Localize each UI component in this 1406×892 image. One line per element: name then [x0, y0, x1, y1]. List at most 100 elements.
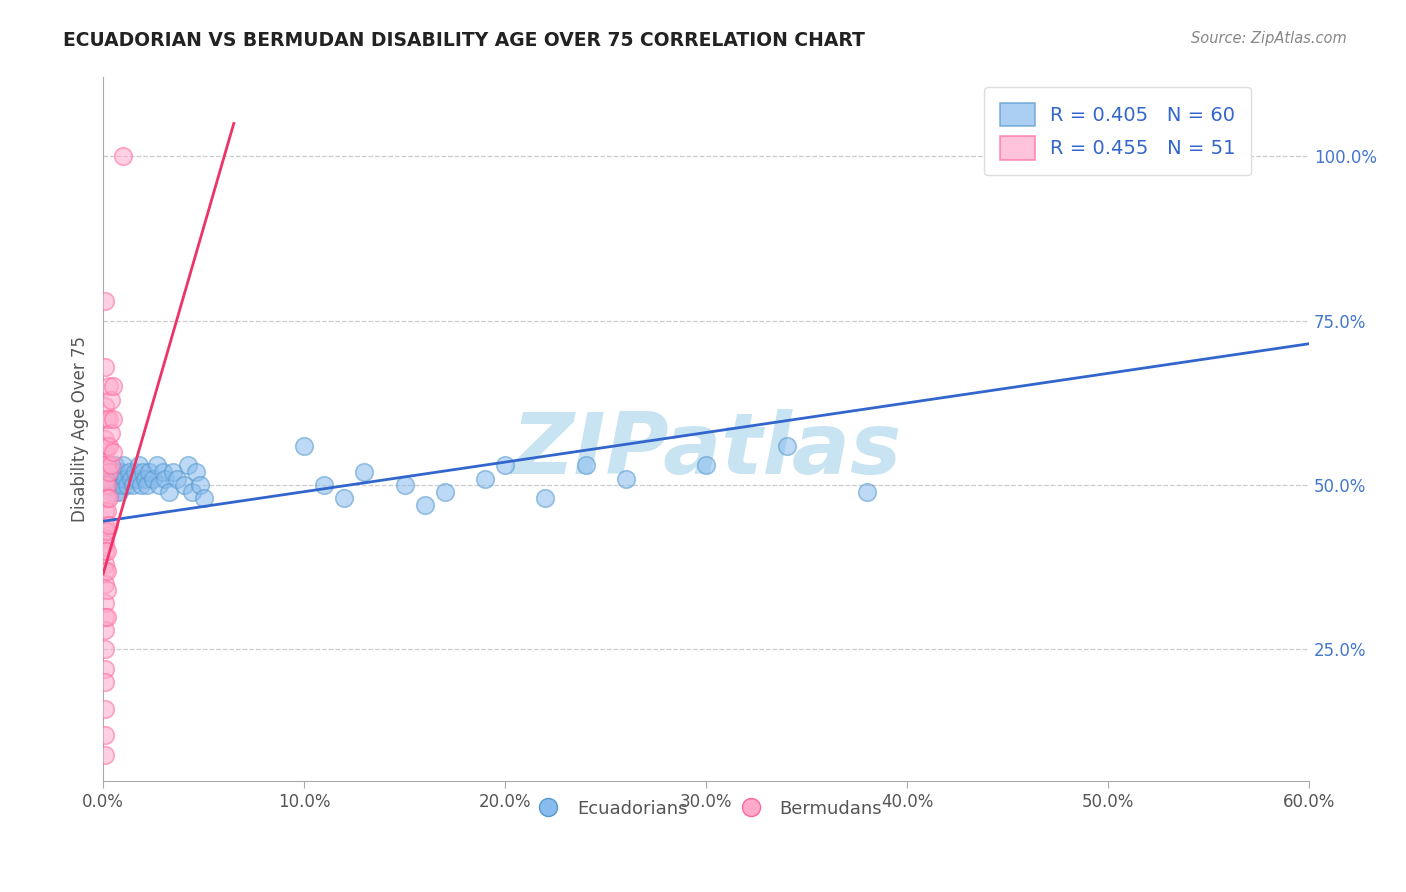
Point	[155, 471, 177, 485]
Point	[96, 544, 118, 558]
Point	[94, 576, 117, 591]
Point	[127, 471, 149, 485]
Point	[1157, 149, 1180, 163]
Point	[96, 412, 118, 426]
Point	[173, 478, 195, 492]
Point	[94, 609, 117, 624]
Point	[94, 747, 117, 762]
Point	[96, 439, 118, 453]
Point	[100, 484, 122, 499]
Point	[96, 458, 118, 473]
Point	[98, 478, 121, 492]
Point	[98, 517, 121, 532]
Point	[162, 465, 184, 479]
Point	[101, 478, 124, 492]
Point	[104, 484, 127, 499]
Point	[94, 597, 117, 611]
Point	[94, 504, 117, 518]
Point	[94, 544, 117, 558]
Point	[159, 484, 181, 499]
Point	[108, 484, 131, 499]
Point	[695, 458, 717, 473]
Point	[96, 609, 118, 624]
Point	[314, 478, 336, 492]
Point	[131, 478, 153, 492]
Point	[120, 471, 142, 485]
Point	[193, 491, 215, 506]
Point	[94, 359, 117, 374]
Point	[96, 491, 118, 506]
Point	[101, 379, 124, 393]
Point	[394, 478, 416, 492]
Point	[142, 471, 165, 485]
Point	[574, 458, 596, 473]
Point	[534, 491, 557, 506]
Point	[94, 701, 117, 715]
Point	[94, 728, 117, 742]
Point	[614, 471, 637, 485]
Point	[188, 478, 211, 492]
Point	[180, 484, 202, 499]
Point	[176, 458, 198, 473]
Point	[132, 465, 155, 479]
Point	[98, 465, 121, 479]
Point	[96, 465, 118, 479]
Point	[96, 524, 118, 538]
Point	[474, 471, 496, 485]
Point	[94, 642, 117, 657]
Point	[775, 439, 797, 453]
Text: ZIPatlas: ZIPatlas	[510, 409, 901, 491]
Point	[101, 465, 124, 479]
Point	[98, 458, 121, 473]
Point	[117, 478, 139, 492]
Point	[494, 458, 516, 473]
Point	[94, 557, 117, 571]
Point	[433, 484, 456, 499]
Point	[94, 458, 117, 473]
Point	[134, 471, 156, 485]
Point	[104, 471, 127, 485]
Legend: Ecuadorians, Bermudans: Ecuadorians, Bermudans	[523, 792, 890, 825]
Point	[166, 471, 188, 485]
Point	[105, 465, 128, 479]
Point	[96, 504, 118, 518]
Point	[98, 491, 121, 506]
Point	[122, 478, 145, 492]
Point	[94, 662, 117, 676]
Point	[94, 432, 117, 446]
Point	[108, 471, 131, 485]
Point	[333, 491, 356, 506]
Point	[353, 465, 375, 479]
Point	[96, 564, 118, 578]
Point	[110, 465, 132, 479]
Point	[112, 478, 135, 492]
Point	[94, 675, 117, 690]
Point	[98, 412, 121, 426]
Point	[94, 623, 117, 637]
Point	[100, 425, 122, 440]
Point	[114, 471, 136, 485]
Y-axis label: Disability Age Over 75: Disability Age Over 75	[72, 336, 89, 522]
Text: ECUADORIAN VS BERMUDAN DISABILITY AGE OVER 75 CORRELATION CHART: ECUADORIAN VS BERMUDAN DISABILITY AGE OV…	[63, 31, 865, 50]
Point	[98, 379, 121, 393]
Point	[96, 583, 118, 598]
Text: Source: ZipAtlas.com: Source: ZipAtlas.com	[1191, 31, 1347, 46]
Point	[98, 439, 121, 453]
Point	[104, 458, 127, 473]
Point	[136, 478, 159, 492]
Point	[112, 458, 135, 473]
Point	[101, 412, 124, 426]
Point	[146, 458, 169, 473]
Point	[138, 465, 160, 479]
Point	[96, 478, 118, 492]
Point	[413, 498, 436, 512]
Point	[100, 471, 122, 485]
Point	[94, 537, 117, 551]
Point	[94, 399, 117, 413]
Point	[94, 293, 117, 308]
Point	[184, 465, 207, 479]
Point	[101, 445, 124, 459]
Point	[94, 471, 117, 485]
Point	[100, 458, 122, 473]
Point	[148, 478, 170, 492]
